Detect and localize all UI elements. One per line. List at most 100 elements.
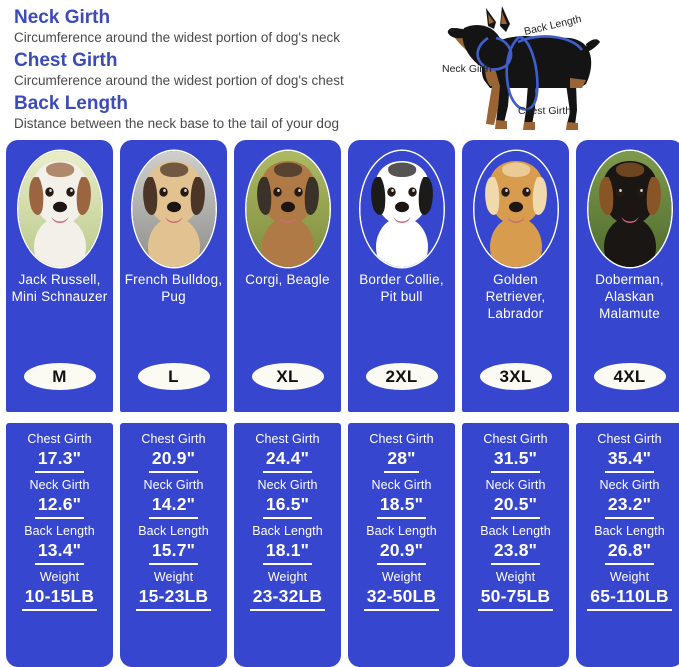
metric-label-back: Back Length	[480, 524, 551, 538]
metric-back-length: Back Length 15.7"	[120, 523, 227, 565]
metric-label-chest: Chest Girth	[483, 432, 548, 446]
size-column[interactable]: French Bulldog, Pug L Chest Girth 20.9" Neck…	[120, 140, 227, 667]
diagram-label-back-length: Back Length	[523, 13, 583, 38]
measurements-card: Chest Girth 28" Neck Girth 18.5" Back Length…	[348, 423, 455, 667]
dog-legs-back	[495, 80, 578, 130]
breed-card[interactable]: Corgi, Beagle XL	[234, 140, 341, 412]
metric-value-back: 13.4"	[34, 540, 85, 565]
breed-card[interactable]: Border Collie, Pit bull 2XL	[348, 140, 455, 412]
legend-header: Neck Girth Circumference around the wide…	[0, 0, 679, 138]
metric-value-weight: 32-50LB	[363, 586, 440, 611]
metric-label-back: Back Length	[138, 524, 209, 538]
size-column[interactable]: Golden Retriever, Labrador 3XL Chest Girth…	[462, 140, 569, 667]
metric-value-back: 20.9"	[376, 540, 427, 565]
border-collie-photo	[360, 151, 443, 267]
breed-name: Golden Retriever, Labrador	[485, 272, 546, 321]
metric-chest-girth: Chest Girth 28"	[348, 431, 455, 473]
metric-label-weight: Weight	[495, 570, 536, 584]
metric-value-chest: 24.4"	[262, 448, 313, 473]
neck-girth-line	[476, 36, 513, 71]
size-badge: L	[137, 363, 210, 390]
metric-label-chest: Chest Girth	[369, 432, 434, 446]
metric-back-length: Back Length 20.9"	[348, 523, 455, 565]
metric-value-weight: 65-110LB	[587, 586, 672, 611]
legend-term-back-length: Back Length	[14, 93, 129, 114]
dog-measurement-diagram: Neck Girth Back Length Chest Girth	[430, 2, 678, 136]
measurement-lines	[476, 35, 584, 111]
metric-value-neck: 14.2"	[148, 494, 199, 519]
metric-value-neck: 16.5"	[262, 494, 313, 519]
size-column[interactable]: Doberman, Alaskan Malamute 4XL Chest Girth…	[576, 140, 679, 667]
metric-weight: Weight 50-75LB	[462, 569, 569, 611]
metric-neck-girth: Neck Girth 23.2"	[576, 477, 679, 519]
metric-chest-girth: Chest Girth 31.5"	[462, 431, 569, 473]
metric-value-neck: 20.5"	[490, 494, 541, 519]
metric-value-chest: 17.3"	[34, 448, 85, 473]
metric-value-chest: 35.4"	[604, 448, 655, 473]
metric-value-weight: 15-23LB	[135, 586, 212, 611]
size-badge: 4XL	[593, 363, 666, 390]
metric-label-weight: Weight	[39, 570, 80, 584]
beagle-photo	[246, 151, 329, 267]
metric-weight: Weight 65-110LB	[576, 569, 679, 611]
metric-value-weight: 50-75LB	[477, 586, 554, 611]
metric-chest-girth: Chest Girth 35.4"	[576, 431, 679, 473]
jack-russell-photo	[18, 151, 101, 267]
diagram-label-chest-girth: Chest Girth	[518, 105, 571, 117]
french-bulldog-photo	[132, 151, 215, 267]
measurements-card: Chest Girth 17.3" Neck Girth 12.6" Back Leng…	[6, 423, 113, 667]
metric-chest-girth: Chest Girth 17.3"	[6, 431, 113, 473]
metric-label-weight: Weight	[153, 570, 194, 584]
metric-weight: Weight 23-32LB	[234, 569, 341, 611]
legend-term-neck-girth: Neck Girth	[14, 7, 111, 28]
breed-card[interactable]: Doberman, Alaskan Malamute 4XL	[576, 140, 679, 412]
legend-desc-back-length: Distance between the neck base to the ta…	[14, 116, 339, 131]
metric-value-neck: 18.5"	[376, 494, 427, 519]
metric-weight: Weight 32-50LB	[348, 569, 455, 611]
size-column[interactable]: Border Collie, Pit bull 2XL Chest Girth 28"…	[348, 140, 455, 667]
metric-label-back: Back Length	[24, 524, 95, 538]
metric-weight: Weight 15-23LB	[120, 569, 227, 611]
metric-label-weight: Weight	[267, 570, 308, 584]
metric-value-back: 26.8"	[604, 540, 655, 565]
breed-name: Corgi, Beagle	[245, 272, 330, 287]
metric-back-length: Back Length 18.1"	[234, 523, 341, 565]
metric-label-chest: Chest Girth	[141, 432, 206, 446]
breed-name: Border Collie, Pit bull	[359, 272, 444, 304]
metric-back-length: Back Length 13.4"	[6, 523, 113, 565]
doberman-photo	[588, 151, 671, 267]
dog-head	[447, 6, 510, 70]
measurement-legend: Neck Girth Circumference around the wide…	[14, 6, 434, 135]
back-length-line	[517, 35, 584, 51]
legend-desc-chest-girth: Circumference around the widest portion …	[14, 73, 344, 88]
breed-card[interactable]: French Bulldog, Pug L	[120, 140, 227, 412]
metric-label-neck: Neck Girth	[485, 478, 546, 492]
metric-weight: Weight 10-15LB	[6, 569, 113, 611]
metric-label-chest: Chest Girth	[597, 432, 662, 446]
metric-label-back: Back Length	[366, 524, 437, 538]
breed-card[interactable]: Jack Russell, Mini Schnauzer M	[6, 140, 113, 412]
metric-value-back: 15.7"	[148, 540, 199, 565]
dog-diagram-svg: Neck Girth Back Length Chest Girth	[442, 6, 600, 130]
size-column[interactable]: Jack Russell, Mini Schnauzer M Chest Girth…	[6, 140, 113, 667]
size-badge: 2XL	[365, 363, 438, 390]
metric-label-neck: Neck Girth	[257, 478, 318, 492]
metric-chest-girth: Chest Girth 24.4"	[234, 431, 341, 473]
measurements-card: Chest Girth 31.5" Neck Girth 20.5" Back Leng…	[462, 423, 569, 667]
metric-neck-girth: Neck Girth 16.5"	[234, 477, 341, 519]
dog-legs-front	[486, 84, 536, 130]
metric-back-length: Back Length 23.8"	[462, 523, 569, 565]
breed-card[interactable]: Golden Retriever, Labrador 3XL	[462, 140, 569, 412]
size-badge: M	[23, 363, 96, 390]
metric-label-chest: Chest Girth	[27, 432, 92, 446]
metric-value-chest: 20.9"	[148, 448, 199, 473]
metric-label-neck: Neck Girth	[143, 478, 204, 492]
size-badge: 3XL	[479, 363, 552, 390]
breed-name: Doberman, Alaskan Malamute	[595, 272, 664, 321]
metric-label-back: Back Length	[594, 524, 665, 538]
size-column[interactable]: Corgi, Beagle XL Chest Girth 24.4" Neck Girt…	[234, 140, 341, 667]
metric-label-weight: Weight	[381, 570, 422, 584]
metric-value-back: 23.8"	[490, 540, 541, 565]
metric-label-weight: Weight	[609, 570, 650, 584]
metric-label-neck: Neck Girth	[599, 478, 660, 492]
